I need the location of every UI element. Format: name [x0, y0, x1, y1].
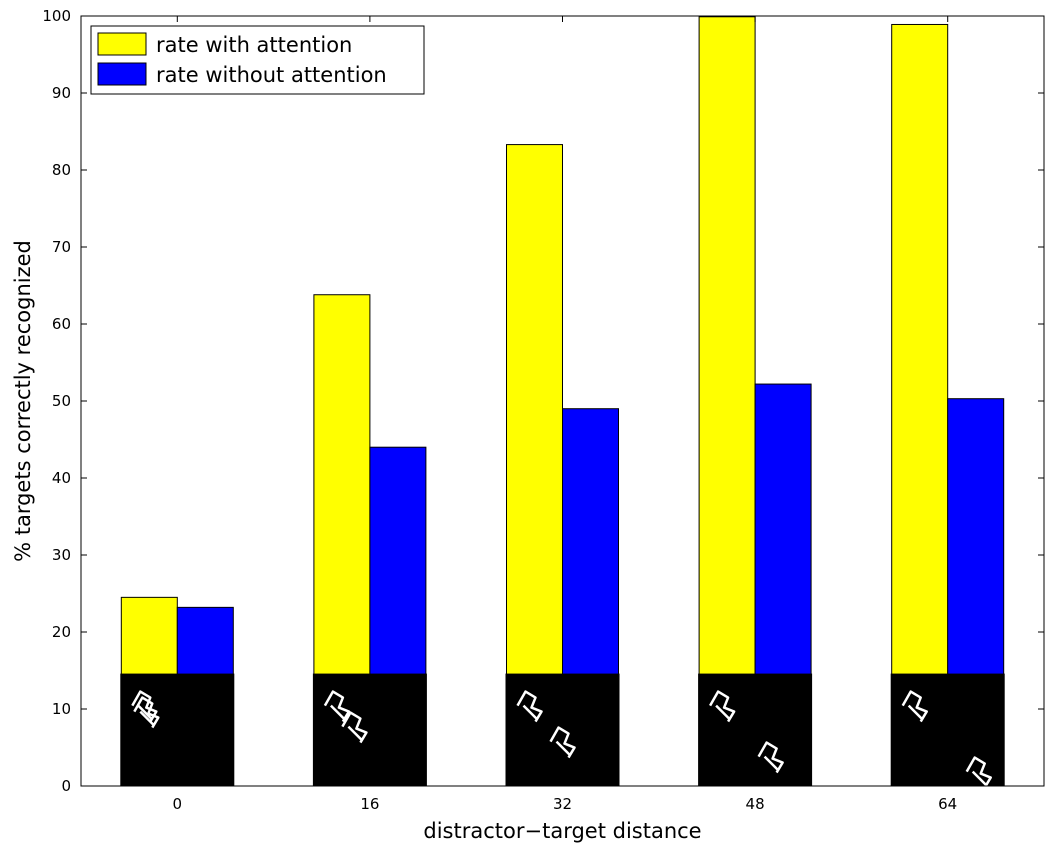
inset-image-48	[698, 673, 813, 786]
x-tick-label-32: 32	[553, 795, 572, 813]
target-glyph-0	[133, 696, 160, 729]
legend: rate with attention rate without attenti…	[90, 25, 425, 95]
x-axis-label: distractor−target distance	[423, 819, 701, 843]
y-tick-label-70: 70	[52, 238, 71, 256]
bar-with-attention-48	[698, 16, 756, 787]
x-tick-label-16: 16	[360, 795, 379, 813]
x-tick-labels: 0 16 32 48 64	[173, 795, 958, 813]
inset-image-64	[890, 673, 1005, 786]
x-tick-label-64: 64	[938, 795, 957, 813]
inset-images-group	[120, 673, 1005, 789]
distractor-glyph-64	[901, 690, 928, 723]
target-glyph-64	[965, 756, 992, 789]
y-tick-label-80: 80	[52, 161, 71, 179]
bar-with-attention-64	[891, 23, 949, 787]
y-tick-labels: 0 10 20 30 40 50 60 70 80 90 100	[42, 7, 71, 795]
target-glyph-48	[757, 741, 784, 774]
distractor-glyph-16	[323, 690, 351, 723]
y-tick-label-50: 50	[52, 392, 71, 410]
legend-label-without-attention: rate without attention	[156, 63, 387, 87]
y-tick-label-20: 20	[52, 623, 71, 641]
inset-image-0	[120, 673, 235, 786]
legend-label-with-attention: rate with attention	[156, 33, 352, 57]
y-tick-label-40: 40	[52, 469, 71, 487]
y-tick-label-30: 30	[52, 546, 71, 564]
y-axis-label: % targets correctly recognized	[11, 240, 35, 562]
y-tick-label-0: 0	[61, 777, 71, 795]
y-tick-label-60: 60	[52, 315, 71, 333]
distractor-glyph-32	[516, 690, 543, 723]
target-glyph-32	[549, 726, 576, 759]
legend-swatch-with-attention	[97, 32, 147, 56]
ticks-group	[81, 15, 1044, 787]
y-tick-label-90: 90	[52, 84, 71, 102]
inset-image-16	[312, 673, 427, 786]
target-glyph-16	[341, 711, 368, 744]
x-tick-label-48: 48	[746, 795, 765, 813]
bars-group	[120, 16, 1005, 787]
y-tick-label-10: 10	[52, 700, 71, 718]
x-tick-label-0: 0	[173, 795, 183, 813]
distractor-glyph-48	[709, 690, 736, 723]
legend-swatch-without-attention	[97, 62, 147, 86]
y-tick-label-100: 100	[42, 7, 71, 25]
